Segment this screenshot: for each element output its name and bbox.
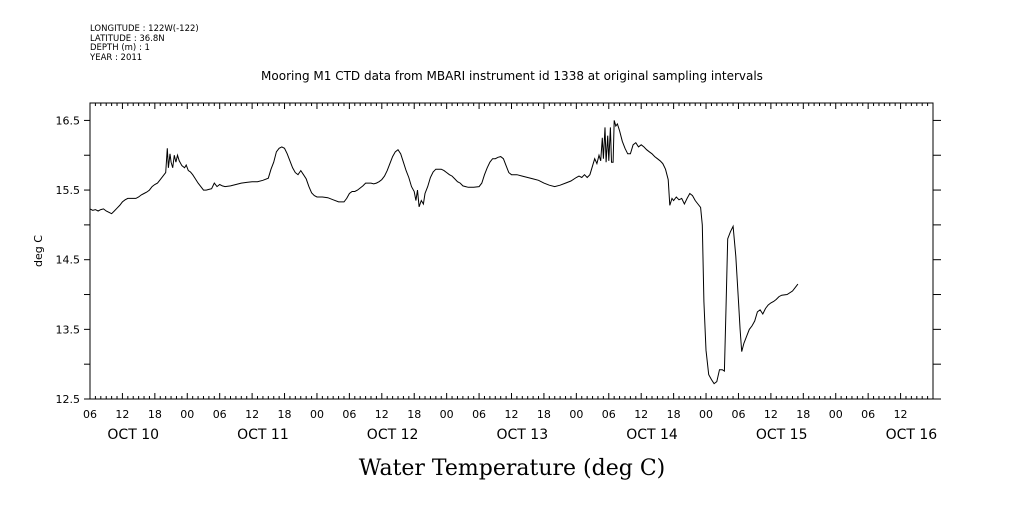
x-tick-label: 06 (731, 408, 745, 421)
x-tick-label: 06 (861, 408, 875, 421)
y-tick-labels: 16.5 15.5 14.5 13.5 12.5 (56, 114, 81, 406)
y-tick-label: 13.5 (56, 323, 81, 336)
x-tick-label: 00 (569, 408, 583, 421)
day-label: OCT 13 (496, 427, 548, 443)
x-tick-label: 06 (472, 408, 486, 421)
day-labels: OCT 10 OCT 11 OCT 12 OCT 13 OCT 14 OCT 15 OCT … (107, 427, 937, 443)
x-tick-label: 12 (245, 408, 259, 421)
day-label: OCT 15 (756, 427, 808, 443)
x-axis-label: Water Temperature (deg C) (359, 456, 666, 481)
x-tick-label: 18 (278, 408, 292, 421)
meta-year: YEAR : 2011 (89, 53, 142, 63)
axis-ticks (84, 103, 941, 400)
meta-latitude: LATITUDE : 36.8N (90, 34, 165, 44)
x-tick-label: 18 (796, 408, 810, 421)
y-axis-label: deg C (32, 235, 45, 267)
chart-title: Mooring M1 CTD data from MBARI instrumen… (261, 69, 763, 83)
x-tick-labels: 06 12 18 00 06 12 18 00 06 12 18 00 06 12 18 00 06 12 18 00… (83, 408, 908, 421)
meta-longitude: LONGITUDE : 122W(-122) (90, 24, 199, 34)
plot-frame (89, 102, 934, 400)
day-label: OCT 12 (367, 427, 419, 443)
x-tick-label: 12 (375, 408, 389, 421)
day-label: OCT 10 (107, 427, 159, 443)
meta-depth: DEPTH (m) : 1 (90, 43, 150, 53)
x-tick-label: 12 (764, 408, 778, 421)
x-tick-label: 06 (213, 408, 227, 421)
x-tick-label: 18 (537, 408, 551, 421)
day-label: OCT 14 (626, 427, 678, 443)
x-tick-label: 18 (407, 408, 421, 421)
y-tick-label: 15.5 (56, 184, 81, 197)
x-tick-label: 00 (180, 408, 194, 421)
y-tick-label: 16.5 (56, 114, 81, 127)
x-tick-label: 06 (83, 408, 97, 421)
x-tick-label: 18 (148, 408, 162, 421)
x-tick-label: 06 (602, 408, 616, 421)
x-tick-label: 12 (505, 408, 519, 421)
x-tick-label: 12 (634, 408, 648, 421)
day-label: OCT 11 (237, 427, 289, 443)
x-tick-label: 06 (342, 408, 356, 421)
x-tick-label: 12 (894, 408, 908, 421)
x-tick-label: 00 (699, 408, 713, 421)
temperature-series-line (89, 120, 799, 385)
x-tick-label: 12 (115, 408, 129, 421)
day-label: OCT 16 (886, 427, 938, 443)
x-tick-label: 00 (310, 408, 324, 421)
x-tick-label: 18 (667, 408, 681, 421)
x-tick-label: 00 (829, 408, 843, 421)
y-tick-label: 12.5 (56, 393, 81, 406)
x-tick-label: 00 (440, 408, 454, 421)
y-tick-label: 14.5 (56, 254, 81, 267)
